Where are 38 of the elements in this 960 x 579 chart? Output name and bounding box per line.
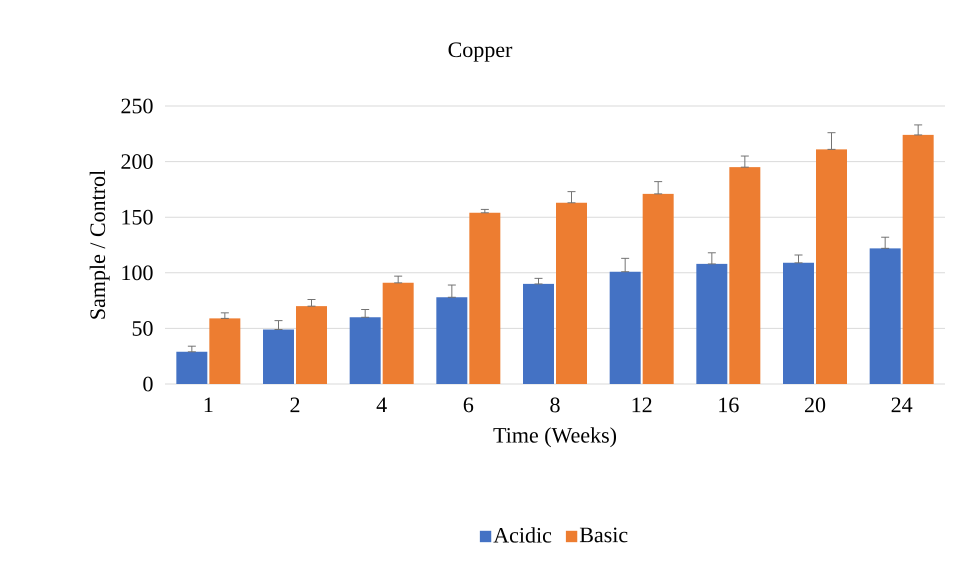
bar bbox=[469, 212, 500, 384]
bar bbox=[783, 262, 814, 384]
bar bbox=[523, 284, 554, 384]
y-tick-label: 50 bbox=[132, 320, 153, 336]
bar bbox=[350, 317, 381, 384]
y-tick-label: 200 bbox=[121, 154, 153, 170]
legend-label: Basic bbox=[580, 528, 628, 542]
y-tick-label: 100 bbox=[122, 265, 153, 280]
bar bbox=[642, 194, 674, 384]
y-tick-label: 150 bbox=[122, 210, 153, 225]
x-tick-label: 16 bbox=[719, 398, 739, 412]
y-tick-label: 0 bbox=[143, 376, 153, 392]
bar bbox=[176, 352, 208, 384]
bar bbox=[902, 134, 934, 384]
y-tick-label: 250 bbox=[121, 98, 153, 114]
x-tick-label: 20 bbox=[804, 398, 826, 412]
x-tick-label: 12 bbox=[632, 398, 652, 412]
x-tick-label: 1 bbox=[204, 398, 213, 412]
x-tick-label: 8 bbox=[550, 398, 560, 412]
bar bbox=[382, 282, 414, 384]
bar bbox=[209, 318, 240, 384]
bar bbox=[870, 248, 901, 384]
x-tick-label: 24 bbox=[892, 398, 912, 412]
bar bbox=[263, 330, 294, 384]
bar bbox=[729, 167, 760, 384]
bar bbox=[556, 202, 588, 384]
x-tick-label: 6 bbox=[464, 398, 474, 412]
bar bbox=[610, 272, 641, 384]
bar bbox=[296, 306, 328, 384]
x-tick-label: 4 bbox=[376, 398, 387, 412]
bar bbox=[696, 264, 728, 384]
x-axis-title: Time (Weeks) bbox=[493, 427, 616, 448]
bar bbox=[816, 149, 847, 384]
x-tick-label: 2 bbox=[290, 398, 300, 412]
bar bbox=[436, 297, 468, 384]
y-axis-title: Sample / Control bbox=[90, 170, 110, 319]
legend-label: Acidic bbox=[493, 527, 552, 543]
chart-title: Copper bbox=[448, 42, 512, 62]
